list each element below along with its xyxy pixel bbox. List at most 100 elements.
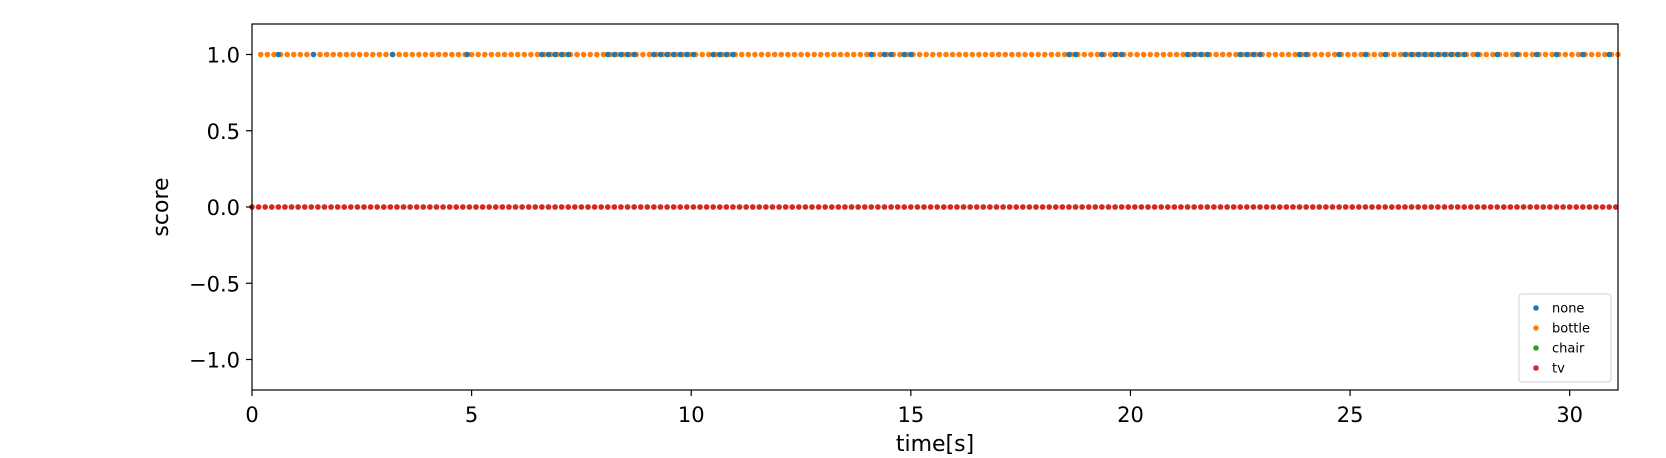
point-tv xyxy=(295,204,301,210)
point-tv xyxy=(1052,204,1059,210)
point-tv xyxy=(1303,204,1309,210)
point-bottle xyxy=(962,51,969,58)
point-tv xyxy=(558,204,565,210)
point-none xyxy=(1257,51,1263,58)
point-tv xyxy=(908,204,914,210)
point-tv xyxy=(1454,204,1461,210)
point-tv xyxy=(1613,204,1619,210)
point-tv xyxy=(888,204,894,210)
point-tv xyxy=(921,204,927,210)
point-bottle xyxy=(1397,51,1404,58)
point-bottle xyxy=(1318,51,1325,58)
point-tv xyxy=(1408,204,1415,210)
point-bottle xyxy=(369,51,376,58)
point-tv xyxy=(1375,204,1382,210)
point-tv xyxy=(822,204,828,210)
point-none xyxy=(1336,51,1342,58)
point-tv xyxy=(637,204,644,210)
y-axis-ticks: −1.0 −0.5 0.0 0.5 1.0 xyxy=(189,44,252,373)
point-bottle xyxy=(771,51,778,58)
point-none xyxy=(670,51,677,58)
point-tv xyxy=(466,204,473,210)
point-bottle xyxy=(317,51,323,58)
point-tv xyxy=(1540,204,1547,210)
point-tv xyxy=(1197,204,1204,210)
point-bottle xyxy=(1542,51,1549,58)
point-tv xyxy=(1092,204,1099,210)
point-none xyxy=(1191,51,1197,58)
y-tick-label: 0.5 xyxy=(207,120,240,144)
point-none xyxy=(631,51,637,58)
point-bottle xyxy=(323,51,330,58)
point-tv xyxy=(894,204,901,210)
point-bottle xyxy=(429,51,435,58)
point-tv xyxy=(1171,204,1178,210)
point-bottle xyxy=(818,51,824,58)
point-tv xyxy=(1085,204,1092,210)
point-tv xyxy=(341,204,348,210)
point-none xyxy=(1296,51,1303,58)
point-none xyxy=(1197,51,1204,58)
point-tv xyxy=(1059,204,1066,210)
point-tv xyxy=(1342,204,1349,210)
point-bottle xyxy=(264,51,271,58)
point-tv xyxy=(413,204,420,210)
point-bottle xyxy=(330,51,337,58)
point-bottle xyxy=(1529,51,1536,58)
point-tv xyxy=(1487,204,1494,210)
point-none xyxy=(1606,51,1613,58)
point-none xyxy=(710,51,716,58)
point-tv xyxy=(1580,204,1586,210)
x-axis-ticks: 0 5 10 15 20 25 30 xyxy=(245,390,1583,427)
legend-marker-bottle xyxy=(1533,325,1539,331)
legend-label-tv: tv xyxy=(1552,362,1565,377)
point-none xyxy=(1553,51,1560,58)
point-tv xyxy=(934,204,940,210)
point-tv xyxy=(578,204,585,210)
point-tv xyxy=(624,204,631,210)
point-tv xyxy=(380,204,387,210)
point-none xyxy=(1408,51,1415,58)
point-bottle xyxy=(337,51,343,58)
point-tv xyxy=(749,204,756,210)
point-tv xyxy=(1105,204,1112,210)
point-none xyxy=(868,51,875,58)
point-tv xyxy=(1079,204,1085,210)
point-bottle xyxy=(745,51,752,58)
point-tv xyxy=(1573,204,1580,210)
point-bottle xyxy=(752,51,758,58)
point-tv xyxy=(901,204,908,210)
point-bottle xyxy=(290,51,297,58)
point-bottle xyxy=(521,51,528,58)
point-tv xyxy=(394,204,400,210)
point-bottle xyxy=(923,51,930,58)
point-none xyxy=(545,51,552,58)
point-tv xyxy=(532,204,539,210)
point-tv xyxy=(730,204,736,210)
point-tv xyxy=(453,204,460,210)
point-tv xyxy=(1230,204,1237,210)
point-bottle xyxy=(297,51,304,58)
point-none xyxy=(908,51,914,58)
point-tv xyxy=(1237,204,1244,210)
point-tv xyxy=(1006,204,1013,210)
point-bottle xyxy=(284,51,290,58)
point-bottle xyxy=(409,51,416,58)
point-bottle xyxy=(646,51,653,58)
point-tv xyxy=(275,204,282,210)
point-bottle xyxy=(1266,51,1272,58)
point-bottle xyxy=(798,51,804,58)
point-bottle xyxy=(844,51,850,58)
point-bottle xyxy=(1061,51,1068,58)
point-bottle xyxy=(475,51,482,58)
point-tv xyxy=(1501,204,1507,210)
point-bottle xyxy=(1391,51,1397,58)
point-none xyxy=(618,51,624,58)
point-tv xyxy=(940,204,947,210)
point-none xyxy=(389,51,396,58)
point-tv xyxy=(1257,204,1263,210)
point-bottle xyxy=(1226,51,1233,58)
x-tick-label: 5 xyxy=(465,403,478,427)
point-bottle xyxy=(758,51,765,58)
point-none xyxy=(723,51,730,58)
